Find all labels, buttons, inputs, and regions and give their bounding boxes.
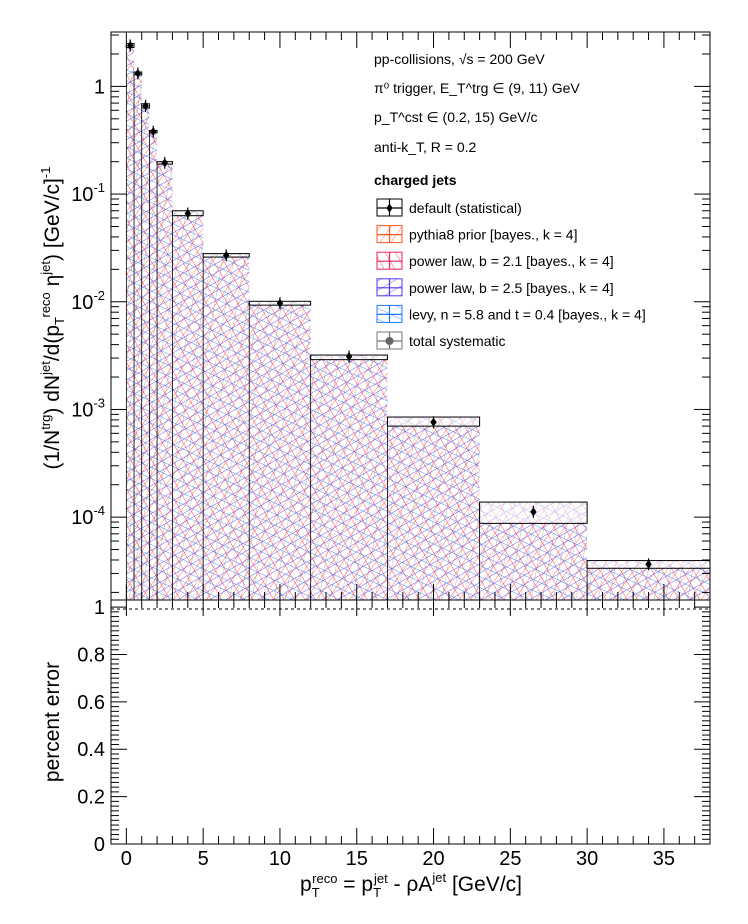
legend-marker [385,337,394,345]
top-panel: 10-4 10-3 10-2 10-1 1 (1/Ntrg) dNjet/d(pTrec… [38,31,711,601]
syst-bin-fill [172,210,204,600]
legend-entry: default (statistical) [376,198,522,217]
legend-entry: power law, b = 2.5 [bayes., k = 4] [376,278,614,297]
legend-label: levy, n = 5.8 and t = 0.4 [bayes., k = 4… [409,306,646,322]
y-tick-label: 0.4 [77,739,105,761]
data-point [222,250,230,260]
bottom-panel: 0 0.2 0.4 0.6 0.8 1 0 5 10 15 20 25 30 35 percent er… [41,597,711,900]
bottom-plot-frame [110,599,711,845]
y-tick-label: 0.8 [77,644,105,666]
y-tick-label: 1 [94,76,105,98]
syst-bin-fill [126,43,135,600]
data-point [276,298,284,308]
data-point [134,68,142,78]
x-tick-label: 25 [499,848,521,870]
x-tick-label: 5 [198,848,209,870]
legend-header: charged jets [374,172,457,188]
legend: default (statistical) pythia8 prior [baye… [376,198,646,350]
legend-entry: power law, b = 2.1 [bayes., k = 4] [376,251,614,270]
data-points [126,39,652,571]
legend-entry: levy, n = 5.8 and t = 0.4 [bayes., k = 4… [376,304,646,323]
data-point [345,352,353,362]
y-tick-label: 0.6 [77,692,105,714]
syst-bin-fill [249,301,311,600]
x-tick-label: 15 [346,848,368,870]
y-tick-label: 10-4 [71,503,105,529]
legend-label: default (statistical) [409,200,522,216]
x-tick-label: 0 [121,848,132,870]
syst-bin-fill [310,355,388,600]
data-point [161,158,168,168]
data-point [184,209,191,219]
y-tick-label: 10-3 [71,395,105,421]
bottom-x-axis: 0 5 10 15 20 25 30 35 [110,600,711,870]
y-tick-label: 10-1 [71,180,105,206]
data-point [645,559,652,569]
x-tick-label: 35 [653,848,675,870]
data-point [126,40,134,50]
x-tick-label: 30 [576,848,598,870]
info-line-trigger: π⁰ trigger, E_T^trg ∈ (9, 11) GeV [374,80,580,96]
legend-label: pythia8 prior [bayes., k = 4] [409,227,577,243]
info-line-collisions: pp-collisions, √s = 200 GeV [374,51,545,67]
top-y-axis-label: (1/Ntrg) dNjet/d(pTreco ηjet) [GeV/c]-1 [38,167,67,470]
data-point [430,417,437,427]
y-tick-label: 10-2 [71,288,105,314]
legend-entry: total systematic [376,331,505,350]
x-tick-label: 10 [269,848,291,870]
syst-bin-fill [149,130,158,600]
data-point [142,101,149,111]
data-point [150,127,157,137]
info-line-constituents: p_T^cst ∈ (0.2, 15) GeV/c [374,109,538,125]
y-tick-label: 0 [94,834,105,856]
legend-label: total systematic [409,333,505,349]
data-point [530,507,537,517]
legend-marker [386,203,393,213]
legend-label: power law, b = 2.1 [bayes., k = 4] [409,253,614,269]
syst-bin-fill [157,161,173,600]
syst-bin-fill [134,72,142,600]
bottom-y-axis-label: percent error [41,662,64,782]
legend-entry: pythia8 prior [bayes., k = 4] [376,225,577,244]
syst-bin-fill [387,417,480,600]
systematic-histogram [125,43,710,600]
syst-bin-fill [203,253,250,600]
x-tick-label: 20 [422,848,444,870]
syst-bin-fill [141,103,150,600]
bottom-y-axis: 0 0.2 0.4 0.6 0.8 1 [77,597,710,856]
y-tick-label: 1 [94,597,105,619]
top-x-ticks [110,32,711,600]
info-line-algorithm: anti-k_T, R = 0.2 [374,139,477,155]
info-text: pp-collisions, √s = 200 GeV π⁰ trigger, … [374,51,580,188]
y-tick-label: 0.2 [77,787,105,809]
x-axis-label: pTreco = pTjet - ρAjet [GeV/c] [300,870,522,900]
legend-label: power law, b = 2.5 [bayes., k = 4] [409,280,614,296]
